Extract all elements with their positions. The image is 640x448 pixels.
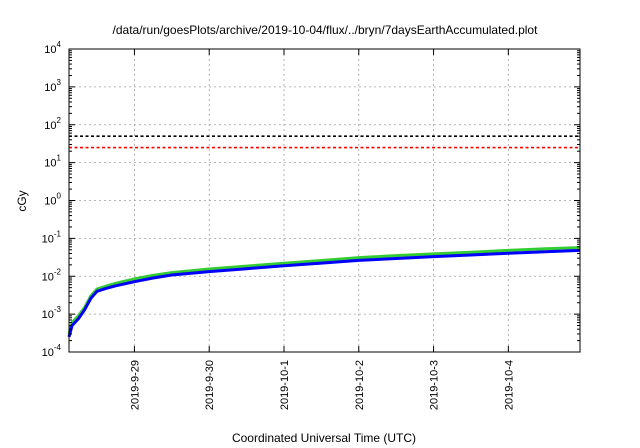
threshold-lines [69, 135, 580, 149]
y-tick-label: 101 [44, 154, 61, 170]
grid [69, 49, 580, 352]
axis-ticks [69, 48, 580, 353]
x-tick-label: 2019-10-3 [429, 360, 441, 410]
series-group [67, 246, 581, 338]
x-tick-labels: 2019-9-29 2019-9-30 2019-10-1 2019-10-2 2019… [129, 360, 515, 410]
x-tick-label: 2019-10-4 [503, 360, 515, 410]
y-tick-label: 10-1 [42, 229, 62, 245]
x-tick-label: 2019-9-29 [129, 360, 141, 410]
y-tick-label: 100 [44, 192, 61, 208]
x-tick-label: 2019-10-1 [279, 360, 291, 410]
x-tick-label: 2019-10-2 [354, 360, 366, 410]
y-tick-label: 10-4 [42, 343, 62, 359]
chart-title: /data/run/goesPlots/archive/2019-10-04/f… [113, 23, 539, 37]
y-tick-label: 103 [44, 78, 61, 94]
y-tick-label: 104 [44, 40, 61, 56]
y-tick-labels: 10-4 10-3 10-2 10-1 100 101 102 103 104 [42, 40, 62, 359]
y-tick-label: 10-3 [42, 305, 62, 321]
x-tick-label: 2019-9-30 [204, 360, 216, 410]
x-axis-label: Coordinated Universal Time (UTC) [232, 431, 416, 445]
y-axis-label: cGy [15, 190, 29, 211]
series-line [67, 246, 581, 335]
y-tick-label: 102 [44, 116, 61, 132]
series-line [67, 248, 581, 338]
y-tick-label: 10-2 [42, 267, 62, 283]
